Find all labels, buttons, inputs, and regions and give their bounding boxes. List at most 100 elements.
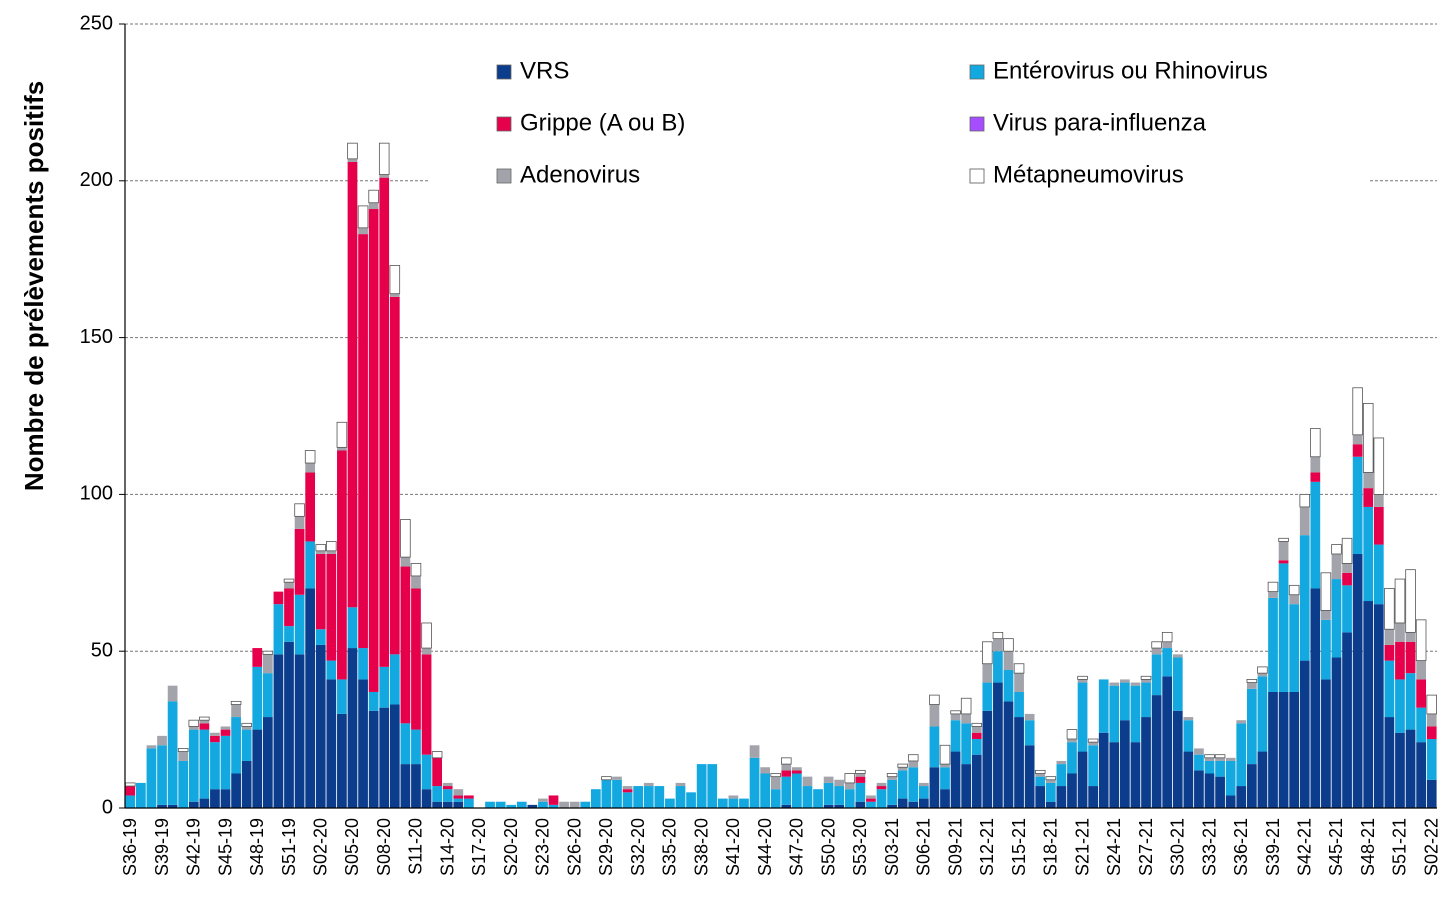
bar-segment [1363, 601, 1374, 808]
bar-segment [177, 748, 189, 752]
bar-segment [199, 798, 210, 808]
bar-segment [1373, 604, 1384, 808]
bar-segment [739, 798, 749, 808]
x-tick-label: S08-20 [374, 818, 394, 876]
bar-segment [252, 648, 263, 667]
bar-segment [569, 801, 580, 808]
bar-segment [1204, 760, 1215, 774]
bar-segment [220, 726, 231, 730]
x-tick-label: S36-21 [1231, 818, 1251, 876]
bar-segment [823, 782, 834, 805]
bar-segment [1384, 660, 1395, 718]
bar-segment [939, 744, 951, 765]
bar-segment [622, 792, 633, 808]
x-tick-label: S35-20 [660, 818, 680, 876]
bar-segment [781, 776, 792, 805]
bar-segment [294, 654, 305, 808]
bar-segment [284, 641, 294, 808]
bar-segment [1003, 670, 1014, 702]
bar-segment [1289, 594, 1300, 605]
bar-segment [1267, 581, 1279, 593]
bar-segment [1342, 632, 1352, 808]
bar-segment [442, 789, 453, 802]
bar-segment [1045, 776, 1057, 781]
bar-segment [908, 767, 919, 802]
bar-segment [940, 764, 950, 768]
bar-segment [485, 801, 495, 808]
bar-segment [199, 720, 210, 724]
bar-segment [1098, 732, 1109, 808]
bar-segment [548, 795, 559, 805]
bar-segment [665, 798, 675, 808]
bar-segment [326, 541, 337, 552]
bar-segment [1268, 591, 1278, 598]
bar-segment [1067, 742, 1077, 774]
bar-segment [326, 553, 337, 661]
bar-segment [781, 804, 792, 808]
bar-segment [220, 789, 231, 808]
bar-segment [1320, 572, 1332, 611]
bar-segment [707, 764, 718, 808]
bar-segment [1056, 764, 1067, 787]
bar-segment [643, 782, 654, 787]
bar-segment [1395, 622, 1405, 642]
y-tick-label: 0 [102, 796, 113, 818]
bar-segment [1321, 610, 1331, 620]
bar-segment [1109, 742, 1120, 808]
bar-segment [1024, 720, 1035, 746]
legend-swatch [496, 168, 512, 184]
bar-segment [400, 519, 411, 558]
bar-segment [188, 726, 199, 730]
bar-segment [940, 767, 950, 790]
bar-segment [315, 644, 326, 808]
bar-segment [411, 575, 421, 589]
bar-segment [1257, 676, 1268, 752]
bar-segment [792, 773, 802, 808]
bar-segment [1331, 657, 1342, 808]
bar-segment [1384, 629, 1395, 645]
bar-segment [347, 158, 358, 162]
bar-segment [834, 779, 845, 787]
bar-segment [368, 189, 379, 204]
bar-segment [241, 722, 252, 727]
bar-segment [1098, 679, 1109, 733]
bar-segment [897, 798, 908, 808]
bar-segment [305, 541, 316, 589]
bar-segment [559, 801, 569, 808]
bar-segment [1426, 739, 1437, 780]
bar-segment [961, 713, 972, 724]
bar-segment [1077, 675, 1088, 680]
bar-segment [538, 798, 548, 802]
bar-segment [866, 798, 876, 802]
bar-segment [284, 582, 294, 589]
bar-segment [1077, 679, 1088, 683]
x-tick-label: S48-21 [1358, 818, 1378, 876]
bar-segment [1415, 619, 1427, 662]
bar-segment [897, 763, 908, 768]
bar-segment [993, 638, 1003, 652]
bar-segment [855, 773, 866, 777]
bar-segment [940, 789, 950, 808]
bar-segment [188, 729, 199, 802]
bar-segment [1289, 691, 1300, 808]
bar-segment [453, 795, 464, 799]
y-tick-label: 150 [80, 326, 113, 348]
bar-segment [918, 798, 929, 808]
bar-segment [453, 801, 464, 808]
bar-segment [1352, 553, 1363, 808]
bar-segment [1141, 717, 1151, 808]
bar-segment [1077, 751, 1088, 808]
bar-segment [1405, 632, 1416, 642]
x-tick-label: S50-20 [818, 818, 838, 876]
legend-label: Virus para-influenza [993, 109, 1207, 136]
bar-segment [855, 801, 866, 808]
bar-segment [1088, 742, 1098, 746]
bar-segment [770, 773, 781, 778]
bar-segment [1066, 729, 1078, 740]
bar-segment [326, 679, 337, 808]
legend-swatch [496, 64, 512, 80]
bar-segment [844, 773, 856, 784]
bar-segment [389, 293, 400, 297]
bar-segment [866, 795, 876, 799]
x-tick-label: S26-20 [564, 818, 584, 876]
